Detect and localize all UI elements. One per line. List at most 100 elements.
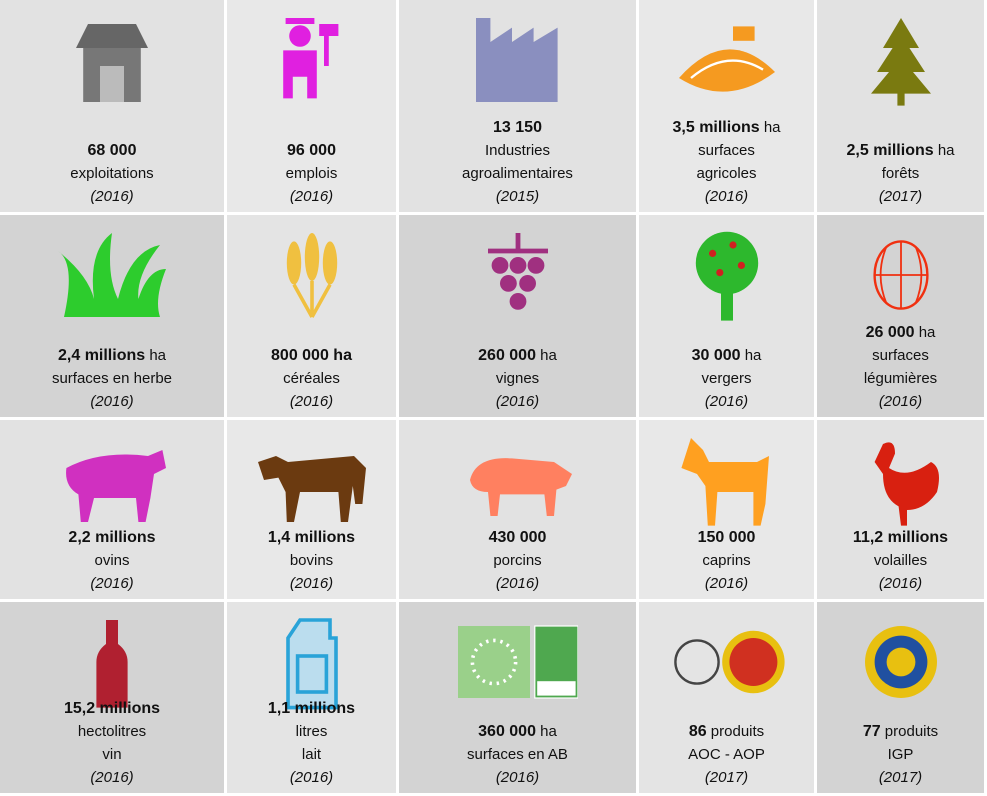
stat-text: 2,4 millions ha surfaces en herbe (2016): [0, 344, 224, 413]
stat-text: 11,2 millions volailles (2016): [817, 526, 984, 595]
stat-unit: ha: [764, 119, 781, 136]
stat-label: surfaces en herbe: [52, 370, 172, 387]
stat-year: (2016): [90, 188, 133, 205]
stat-year: (2017): [879, 769, 922, 786]
stat-value: 3,5 millions: [673, 119, 760, 136]
stat-value: 86: [689, 723, 707, 740]
icon: [52, 432, 172, 528]
stat-label: lait: [302, 746, 321, 763]
stat-value: 800 000 ha: [271, 347, 352, 364]
stat-year: (2016): [496, 769, 539, 786]
stat-year: (2016): [290, 188, 333, 205]
icon: [667, 227, 787, 323]
stat-unit: ha: [745, 347, 762, 364]
icon: [458, 12, 578, 108]
stat-text: 30 000 ha vergers (2016): [639, 344, 814, 413]
stat-year: (2016): [290, 393, 333, 410]
stat-value: 68 000: [88, 142, 137, 159]
stat-label: forêts: [882, 165, 920, 182]
stat-label: IGP: [888, 746, 914, 763]
stat-unit: ha: [938, 142, 955, 159]
stat-label: litres: [296, 723, 328, 740]
infographic-grid: 68 000exploitations(2016)96 000emplois(2…: [0, 0, 987, 796]
icon: [841, 614, 961, 710]
stat-label: hectolitres: [78, 723, 146, 740]
stat-unit: ha: [540, 723, 557, 740]
stat-value: 2,5 millions: [847, 142, 934, 159]
stat-unit: produits: [711, 723, 764, 740]
stat-unit: ha: [540, 347, 557, 364]
stat-value: 13 150: [493, 119, 542, 136]
stat-year: (2016): [705, 188, 748, 205]
stat-value: 2,2 millions: [68, 529, 155, 546]
stat-year: (2016): [705, 393, 748, 410]
stat-label: vin: [102, 746, 121, 763]
stat-unit: ha: [149, 347, 166, 364]
stat-cell: 2,2 millions ovins (2016): [0, 420, 224, 599]
stat-label: bovins: [290, 552, 333, 569]
stat-label: vignes: [496, 370, 539, 387]
stat-label: porcins: [493, 552, 541, 569]
stat-year: (2015): [496, 188, 539, 205]
stat-year: (2016): [496, 393, 539, 410]
stat-value: 1,1 millions: [268, 700, 355, 717]
icon: [52, 227, 172, 323]
stat-year: (2016): [90, 575, 133, 592]
stat-label: vergers: [701, 370, 751, 387]
icon: [841, 12, 961, 108]
stat-year: (2016): [879, 575, 922, 592]
icon: [252, 614, 372, 710]
stat-year: (2016): [90, 393, 133, 410]
stat-value: 1,4 millions: [268, 529, 355, 546]
icon: [252, 227, 372, 323]
icon: [458, 432, 578, 528]
stat-label: légumières: [864, 370, 937, 387]
stat-year: (2016): [879, 393, 922, 410]
icon: [252, 12, 372, 108]
stat-label: ovins: [94, 552, 129, 569]
icon: [841, 227, 961, 323]
icon: [52, 12, 172, 108]
icon: [667, 614, 787, 710]
stat-cell: 30 000 ha vergers (2016): [639, 215, 814, 417]
stat-value: 30 000: [692, 347, 741, 364]
stat-cell: 2,4 millions ha surfaces en herbe (2016): [0, 215, 224, 417]
stat-value: 11,2 millions: [853, 529, 948, 546]
icon: [52, 614, 172, 710]
stat-label: volailles: [874, 552, 927, 569]
stat-year: (2016): [90, 769, 133, 786]
stat-label: surfaces: [872, 347, 929, 364]
stat-value: 2,4 millions: [58, 347, 145, 364]
icon: [458, 614, 578, 710]
stat-value: 150 000: [698, 529, 756, 546]
stat-value: 96 000: [287, 142, 336, 159]
stat-label: surfaces en AB: [467, 746, 568, 763]
icon: [458, 227, 578, 323]
